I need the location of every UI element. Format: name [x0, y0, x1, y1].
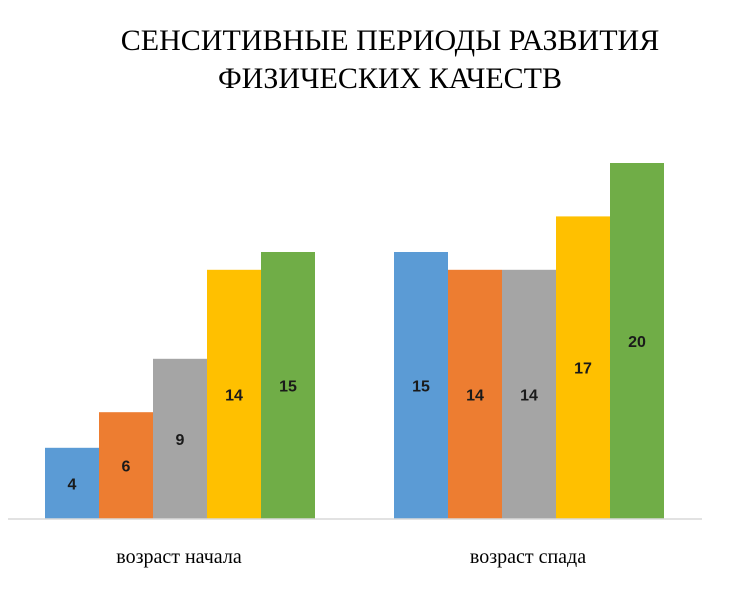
bar-value-label-0-2: 9 [176, 432, 185, 449]
chart-title-line-1: СЕНСИТИВНЫЕ ПЕРИОДЫ РАЗВИТИЯ [121, 24, 659, 57]
bar-value-label-0-4: 15 [279, 379, 297, 396]
bar-1-1 [448, 269, 502, 519]
bar-value-label-1-0: 15 [412, 379, 430, 396]
bar-0-2 [153, 358, 207, 519]
bar-0-4 [261, 252, 315, 519]
category-label-0: возраст начала [116, 546, 242, 568]
bar-1-4 [610, 163, 664, 519]
bar-1-3 [556, 216, 610, 519]
bar-0-3 [207, 269, 261, 519]
bar-value-label-0-0: 4 [68, 476, 77, 493]
category-label-1: возраст спада [470, 546, 586, 568]
bar-value-label-1-1: 14 [466, 387, 484, 404]
bar-value-label-0-1: 6 [122, 459, 131, 476]
bar-0-1 [99, 412, 153, 519]
bars-group: 4 6 9 14 15 15 14 14 17 20 [45, 163, 664, 519]
bar-1-2 [502, 269, 556, 519]
bar-value-label-1-4: 20 [628, 334, 646, 351]
bar-1-0 [394, 252, 448, 519]
bar-0-0 [45, 447, 99, 519]
bar-value-label-0-3: 14 [225, 387, 243, 404]
chart-title-line-2: ФИЗИЧЕСКИХ КАЧЕСТВ [218, 62, 562, 95]
bar-value-label-1-2: 14 [520, 387, 538, 404]
bar-value-label-1-3: 17 [574, 361, 592, 378]
